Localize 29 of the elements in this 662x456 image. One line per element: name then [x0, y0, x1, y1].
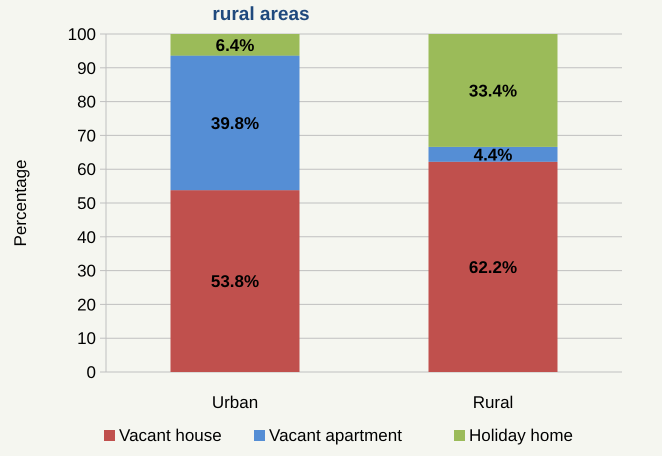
- y-tick-label: 20: [77, 295, 96, 314]
- legend-label: Holiday home: [469, 426, 573, 445]
- y-tick-label: 80: [77, 92, 96, 112]
- y-tick-label: 60: [77, 160, 96, 180]
- data-label: 62.2%: [468, 258, 518, 277]
- y-axis-title: Percentage: [11, 160, 30, 246]
- data-label: 33.4%: [468, 81, 518, 100]
- y-tick-label: 100: [68, 24, 96, 44]
- legend-label: Vacant house: [119, 426, 222, 445]
- y-tick-label: 40: [77, 228, 96, 247]
- data-label: 39.8%: [210, 114, 260, 133]
- y-tick-label: 0: [86, 362, 96, 382]
- y-tick-label: 30: [77, 262, 96, 281]
- bar: [170, 34, 300, 56]
- y-tick-label: 70: [77, 126, 96, 146]
- data-label: 4.4%: [474, 145, 512, 164]
- bar: [428, 34, 558, 147]
- bar: [170, 56, 300, 190]
- chart-title: rural areas: [212, 4, 310, 25]
- x-tick-label: Rural: [472, 393, 514, 412]
- y-tick-label: 10: [77, 329, 96, 348]
- data-label: 53.8%: [210, 272, 260, 292]
- bar: [170, 190, 300, 372]
- legend-label: Vacant apartment: [269, 426, 402, 445]
- x-tick-label: Urban: [212, 393, 258, 412]
- y-tick-label: 50: [77, 194, 96, 213]
- bar: [428, 162, 558, 372]
- data-label: 6.4%: [216, 36, 254, 55]
- y-tick-label: 90: [77, 58, 96, 78]
